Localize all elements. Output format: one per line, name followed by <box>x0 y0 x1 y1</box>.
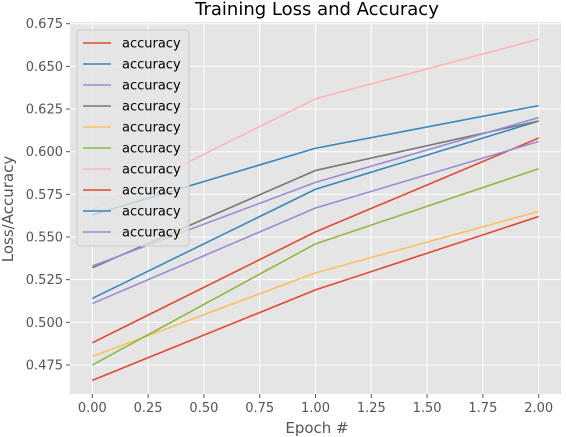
y-axis-label: Loss/Accuracy <box>0 156 17 263</box>
x-tick-label: 1.25 <box>357 401 386 416</box>
series-line-2 <box>91 120 539 300</box>
series-line-8 <box>92 215 539 382</box>
legend-label: accuracy <box>122 142 181 157</box>
x-tick-label: 0.00 <box>78 401 107 416</box>
y-tick-label: 0.475 <box>26 358 63 373</box>
legend-label: accuracy <box>122 226 181 241</box>
legend: accuracy accuracy accuracy accuracy accuracy… <box>76 29 190 247</box>
series-line-3 <box>92 140 539 305</box>
y-tick-label: 0.525 <box>26 273 63 288</box>
x-tick-label: 1.75 <box>468 401 497 416</box>
x-tick-label: 0.50 <box>189 401 218 416</box>
legend-label: accuracy <box>122 79 181 94</box>
x-tick-label: 0.75 <box>245 401 274 416</box>
series-line-1 <box>91 137 539 344</box>
series-line-6 <box>91 167 539 366</box>
x-tick-label: 0.25 <box>134 401 163 416</box>
x-axis-label: Epoch # <box>285 419 348 437</box>
legend-label: accuracy <box>122 100 181 115</box>
legend-label: accuracy <box>122 58 181 73</box>
x-tick-label: 2.00 <box>524 401 553 416</box>
y-tick-label: 0.675 <box>26 17 63 32</box>
chart-title: Training Loss and Accuracy <box>194 0 439 20</box>
x-tick-label: 1.50 <box>413 401 442 416</box>
y-tick-label: 0.650 <box>26 60 63 75</box>
y-tick-label: 0.600 <box>26 145 63 160</box>
y-tick-label: 0.575 <box>26 188 63 203</box>
y-tick-label: 0.500 <box>26 316 63 331</box>
legend-label: accuracy <box>122 205 181 220</box>
legend-label: accuracy <box>122 184 181 199</box>
series-line-5 <box>92 210 539 358</box>
grid <box>70 22 561 394</box>
legend-label: accuracy <box>122 121 181 136</box>
x-tick-label: 1.00 <box>301 401 330 416</box>
legend-label: accuracy <box>122 163 181 178</box>
y-tick-label: 0.550 <box>26 231 63 246</box>
legend-label: accuracy <box>122 37 181 52</box>
y-tick-label: 0.625 <box>26 103 63 118</box>
legend-box <box>76 29 190 247</box>
axis-ticks: 0.00 0.25 0.50 0.75 1.00 1.25 1.50 1.75 2.00 0.47… <box>26 17 553 416</box>
